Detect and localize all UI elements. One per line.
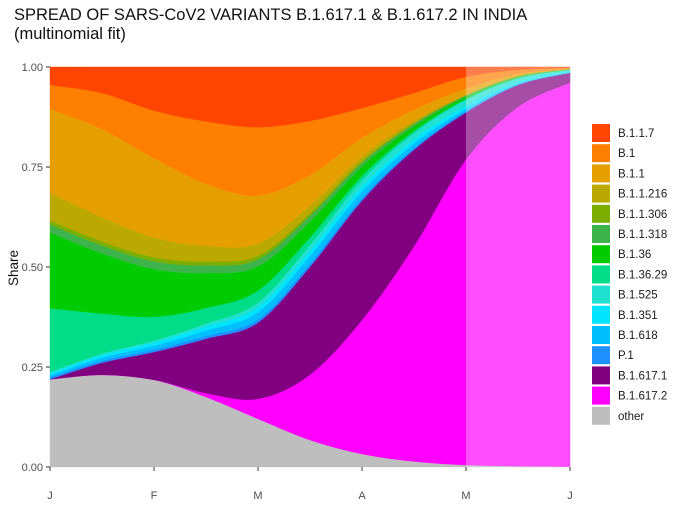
x-tick-label: M [253,490,262,502]
plot-panel [49,66,571,468]
legend-swatch-b-1-1-216 [592,184,610,203]
legend-label-b-1-36: B.1.36 [618,249,651,261]
legend-label-p-1: P.1 [618,350,634,362]
legend-swatch-b-1-1-318 [592,225,610,243]
legend-swatch-b-1-1-7 [592,124,610,142]
legend-label-other: other [618,411,644,423]
x-tick-label: F [151,490,158,502]
y-axis: 0.00 0.25 0.50 0.75 1.00 [22,62,50,474]
legend-label-b-1-1: B.1.1 [618,168,645,180]
legend-swatch-b-1-617-1 [592,366,610,385]
y-tick-label: 0.50 [22,262,43,274]
x-tick-label: M [461,490,470,502]
chart-title-line1: SPREAD OF SARS-CoV2 VARIANTS B.1.617.1 &… [14,6,528,24]
chart-title-line2: (multinomial fit) [14,25,126,43]
projection-overlay [466,67,570,467]
chart-title: SPREAD OF SARS-CoV2 VARIANTS B.1.617.1 &… [14,6,527,44]
legend-swatch-b-1-1 [592,164,610,183]
legend-label-b-1-617-2: B.1.617.2 [618,391,667,403]
legend-swatch-b-1-617-2 [592,386,610,405]
area-b-1-1-7 [49,66,571,128]
legend-swatch-other [592,406,610,425]
legend-label-b-1-1-216: B.1.1.216 [618,189,667,201]
legend-label-b-1-1-7: B.1.1.7 [618,128,654,140]
legend-label-b-1-618: B.1.618 [618,330,658,342]
legend-label-b-1-617-1: B.1.617.1 [618,370,667,382]
legend-label-b-1: B.1 [618,148,635,160]
legend-label-b-1-1-318: B.1.1.318 [618,229,667,241]
y-tick-label: 0.00 [22,462,43,474]
legend-swatch-b-1-351 [592,305,610,324]
legend-swatch-b-1-525 [592,285,610,304]
y-tick-label: 0.75 [22,162,43,174]
legend-label-b-1-351: B.1.351 [618,310,658,322]
legend-swatch-p-1 [592,346,610,365]
legend-label-b-1-525: B.1.525 [618,290,658,302]
y-tick-label: 1.00 [22,62,43,74]
legend-swatch-b-1-618 [592,326,610,344]
y-tick-label: 0.25 [22,362,43,374]
legend-swatch-b-1-36-29 [592,265,610,284]
x-tick-label: A [358,490,366,502]
x-tick-label: J [567,490,573,502]
x-tick-label: J [47,490,53,502]
legend-label-b-1-1-306: B.1.1.306 [618,209,667,221]
legend-swatch-b-1 [592,144,610,163]
legend-swatch-b-1-36 [592,245,610,264]
legend-swatch-b-1-1-306 [592,204,610,223]
y-axis-title: Share [6,250,21,286]
legend-label-b-1-36-29: B.1.36.29 [618,269,667,281]
area-layer [49,66,571,468]
legend: B.1.1.7 B.1 B.1.1 B.1.1.216 B.1.1.306 B.1.1.3… [592,124,667,425]
